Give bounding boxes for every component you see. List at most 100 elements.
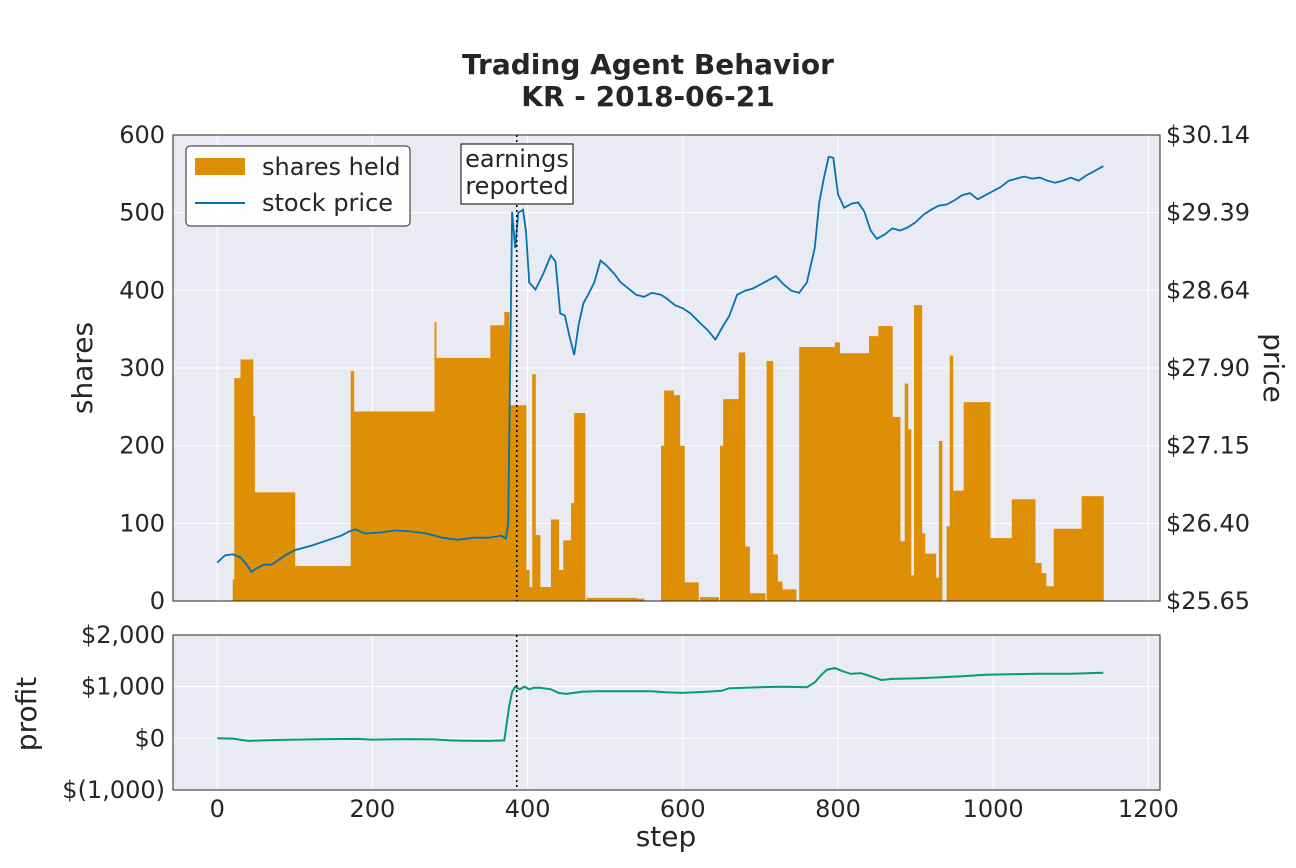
x-tick-label: 800: [815, 795, 861, 823]
shares-bar: [723, 399, 740, 601]
shares-bar: [1011, 499, 1036, 601]
x-tick-label: 600: [660, 795, 706, 823]
profit-axis-label: profit: [10, 677, 43, 751]
shares-bar: [738, 352, 746, 601]
shares-bar: [535, 534, 541, 601]
left-y-tick-label: 400: [119, 276, 165, 304]
shares-bar: [664, 390, 674, 601]
left-y-tick-label: 200: [119, 432, 165, 460]
profit-line: [217, 667, 1104, 742]
shares-bar: [347, 566, 352, 601]
shares-bar: [907, 429, 912, 601]
shares-bar: [563, 540, 572, 601]
shares-bar: [558, 569, 564, 601]
profit-y-tick-label: $(1,000): [62, 776, 165, 804]
shares-bar: [574, 413, 586, 601]
shares-bar: [254, 492, 296, 601]
shares-bar: [586, 597, 637, 601]
left-y-tick-label: 600: [119, 121, 165, 149]
bottom-plot-area: [173, 635, 1160, 790]
shares-bar: [946, 526, 951, 601]
shares-bar: [777, 581, 783, 601]
shares-bar: [1035, 562, 1042, 601]
shares-bar: [921, 533, 926, 601]
chart-title: Trading Agent Behavior: [462, 48, 834, 81]
shares-bar: [744, 546, 750, 601]
right-y-ticks: $25.65 $26.40 $27.15 $27.90 $28.64 $29.39 $30.…: [1166, 121, 1250, 615]
chart-subtitle: KR - 2018-06-21: [521, 80, 774, 113]
shares-bar: [839, 353, 870, 601]
shares-bar: [234, 378, 241, 601]
legend-label-price: stock price: [262, 189, 393, 217]
annotation-line-1: earnings: [465, 145, 569, 173]
shares-bars: [232, 305, 1104, 601]
legend: shares held stock price: [185, 145, 411, 227]
shares-bar: [892, 416, 901, 601]
right-y-tick-label: $28.64: [1166, 276, 1250, 304]
shares-bar: [526, 569, 530, 601]
shares-bar: [673, 395, 681, 601]
shares-bar: [1041, 573, 1047, 601]
right-y-tick-label: $29.39: [1166, 199, 1250, 227]
shares-bar: [636, 598, 645, 601]
right-y-tick-label: $25.65: [1166, 587, 1250, 615]
shares-axis-label: shares: [66, 322, 99, 414]
shares-bar: [963, 402, 991, 601]
shares-bar: [699, 597, 719, 601]
shares-bar: [252, 416, 255, 601]
shares-bar: [353, 411, 435, 601]
shares-bar: [782, 589, 797, 601]
shares-bar: [350, 371, 355, 601]
shares-bar: [294, 566, 348, 601]
x-ticks: 0 200 400 600 800 1000 1200: [210, 795, 1179, 823]
annotation-line-2: reported: [465, 172, 568, 200]
shares-bar: [935, 577, 940, 601]
shares-bar: [1053, 528, 1083, 601]
step-axis-label: step: [636, 820, 697, 853]
profit-y-ticks: $(1,000) $0 $1,000 $2,000: [62, 621, 165, 804]
shares-bar: [532, 374, 536, 601]
shares-bar: [900, 541, 906, 601]
shares-bar: [878, 326, 893, 601]
bottom-plot-frame: [172, 634, 1161, 791]
left-y-tick-label: 0: [150, 587, 165, 615]
legend-swatch-shares: [195, 158, 245, 175]
profit-y-tick-label: $0: [134, 724, 165, 752]
shares-bar: [914, 305, 923, 601]
shares-bar: [766, 361, 774, 601]
x-tick-label: 200: [350, 795, 396, 823]
shares-bar: [799, 347, 836, 601]
x-tick-label: 400: [505, 795, 551, 823]
shares-bar: [529, 587, 533, 601]
shares-bar: [508, 405, 527, 601]
x-tick-label: 1000: [963, 795, 1024, 823]
left-y-tick-label: 500: [119, 199, 165, 227]
right-y-tick-label: $27.15: [1166, 432, 1250, 460]
shares-bar: [952, 490, 965, 601]
shares-bar: [772, 554, 778, 601]
left-y-ticks: 0 100 200 300 400 500 600: [119, 121, 165, 615]
right-y-tick-label: $30.14: [1166, 121, 1250, 149]
x-tick-label: 0: [210, 795, 225, 823]
shares-bar: [1081, 496, 1104, 601]
shares-bar: [490, 325, 505, 601]
shares-bar: [434, 322, 437, 601]
x-tick-label: 1200: [1118, 795, 1179, 823]
shares-bar: [679, 445, 685, 601]
shares-bar: [924, 553, 937, 601]
shares-bar: [240, 359, 254, 601]
left-y-tick-label: 300: [119, 354, 165, 382]
shares-bar: [550, 519, 560, 601]
shares-bar: [540, 587, 552, 601]
shares-bar: [910, 575, 915, 601]
shares-bar: [990, 538, 1013, 601]
stock-price-line: [216, 155, 1104, 574]
shares-bar: [834, 342, 840, 601]
shares-bar: [571, 503, 575, 601]
shares-bar: [869, 336, 879, 601]
left-y-tick-label: 100: [119, 509, 165, 537]
price-axis-label: price: [1257, 333, 1290, 403]
shares-bar: [684, 582, 699, 601]
legend-label-shares: shares held: [262, 153, 401, 181]
